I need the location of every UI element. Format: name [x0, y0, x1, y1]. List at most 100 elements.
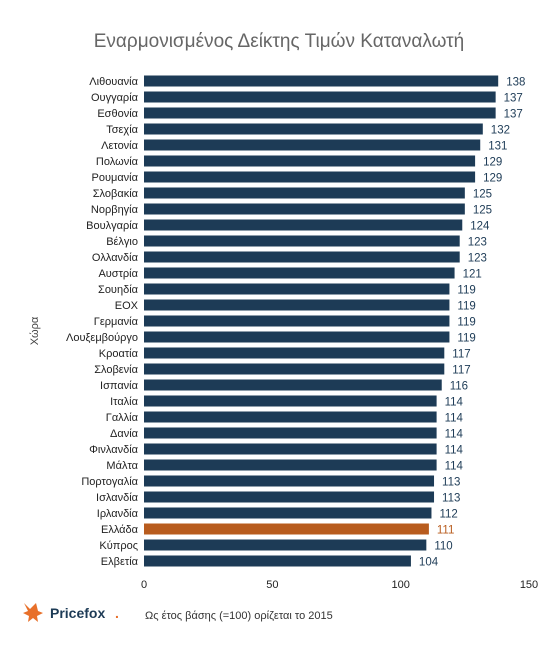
bars-group: Λιθουανία 138 Ουγγαρία 137 Εσθονία 137 Τσεχία 1… [66, 75, 525, 569]
category-label: Γαλλία [106, 412, 139, 424]
value-label: 123 [468, 237, 487, 249]
value-label: 113 [442, 477, 460, 489]
bar [144, 331, 450, 343]
value-label: 119 [457, 333, 475, 345]
category-label: Ολλανδία [92, 252, 139, 264]
fox-logo-icon [23, 603, 43, 622]
category-label: Ισλανδία [96, 492, 139, 504]
category-label: Μάλτα [106, 460, 138, 472]
x-tick-label: 100 [391, 579, 409, 591]
bar [144, 459, 437, 471]
category-label: Ελλάδα [101, 524, 139, 536]
value-label: 114 [445, 413, 464, 425]
bar [144, 219, 463, 231]
bar [144, 555, 411, 567]
value-label: 131 [488, 141, 507, 153]
category-label: Λετονία [101, 140, 139, 152]
bar [144, 475, 435, 487]
category-label: Σλοβακία [93, 188, 139, 200]
value-label: 114 [445, 429, 464, 441]
y-axis-label: Χώρα [29, 316, 41, 345]
brand-suffix: . [115, 605, 119, 621]
bar [144, 107, 496, 119]
category-label: Γερμανία [94, 316, 139, 328]
value-label: 117 [452, 365, 470, 377]
value-label: 121 [463, 269, 482, 281]
bar [144, 235, 460, 247]
category-label: Κύπρος [99, 540, 138, 552]
value-label: 123 [468, 253, 487, 265]
category-label: Ιρλανδία [97, 508, 139, 520]
x-tick-label: 150 [520, 579, 538, 591]
value-label: 104 [419, 557, 439, 569]
category-label: Νορβηγία [91, 204, 139, 216]
category-label: Δανία [110, 428, 139, 440]
x-tick-label: 0 [141, 579, 147, 591]
value-label: 116 [450, 381, 468, 393]
bar [144, 539, 427, 551]
bar [144, 75, 499, 87]
bar [144, 315, 450, 327]
bar [144, 411, 437, 423]
value-label: 114 [445, 461, 464, 473]
bar [144, 347, 445, 359]
bar [144, 91, 496, 103]
value-label: 114 [445, 445, 464, 457]
bar [144, 203, 465, 215]
value-label: 132 [491, 125, 510, 137]
chart-title: Εναρμονισμένος Δείκτης Τιμών Καταναλωτή [94, 31, 465, 52]
bar [144, 171, 476, 183]
x-axis-ticks: 0 50 100 150 [141, 579, 538, 591]
base-year-note: Ως έτος βάσης (=100) ορίζεται το 2015 [145, 610, 333, 622]
category-label: Τσεχία [106, 124, 138, 136]
bar [144, 123, 483, 135]
category-label: Κροατία [99, 348, 139, 360]
bar [144, 379, 442, 391]
bar [144, 363, 445, 375]
value-label: 114 [445, 397, 464, 409]
value-label: 125 [473, 189, 492, 201]
bar [144, 491, 435, 503]
category-label: Ρουμανία [92, 172, 139, 184]
category-label: Πολωνία [96, 156, 139, 168]
value-label: 137 [504, 109, 523, 121]
category-label: Λιθουανία [89, 76, 138, 88]
value-label: 110 [434, 541, 452, 553]
brand-name: Pricefox [50, 605, 105, 621]
value-label: 137 [504, 93, 523, 105]
x-tick-label: 50 [266, 579, 278, 591]
value-label: 125 [473, 205, 492, 217]
bar [144, 139, 481, 151]
bar-highlighted [144, 523, 429, 535]
bar [144, 187, 465, 199]
category-label: Ουγγαρία [91, 92, 139, 104]
value-label: 117 [452, 349, 470, 361]
category-label: ΕΟΧ [115, 300, 139, 312]
category-label: Βέλγιο [106, 236, 138, 248]
category-label: Ισπανία [100, 380, 139, 392]
value-label: 119 [457, 285, 475, 297]
value-label: 129 [483, 173, 502, 185]
bar [144, 395, 437, 407]
value-label: 112 [439, 509, 457, 521]
value-label: 129 [483, 157, 502, 169]
category-label: Σλοβενία [94, 364, 138, 376]
bar [144, 251, 460, 263]
category-label: Εσθονία [97, 108, 138, 120]
bar [144, 267, 455, 279]
bar [144, 443, 437, 455]
bar [144, 283, 450, 295]
value-label: 124 [470, 221, 490, 233]
bar [144, 155, 476, 167]
value-label: 119 [457, 317, 475, 329]
category-label: Σουηδία [98, 284, 139, 296]
category-label: Βουλγαρία [86, 220, 139, 232]
value-label: 113 [442, 493, 460, 505]
value-label: 111 [437, 525, 454, 537]
bar [144, 427, 437, 439]
value-label: 138 [506, 77, 525, 89]
bar [144, 299, 450, 311]
bar [144, 507, 432, 519]
category-label: Λουξεμβούργο [66, 332, 138, 344]
